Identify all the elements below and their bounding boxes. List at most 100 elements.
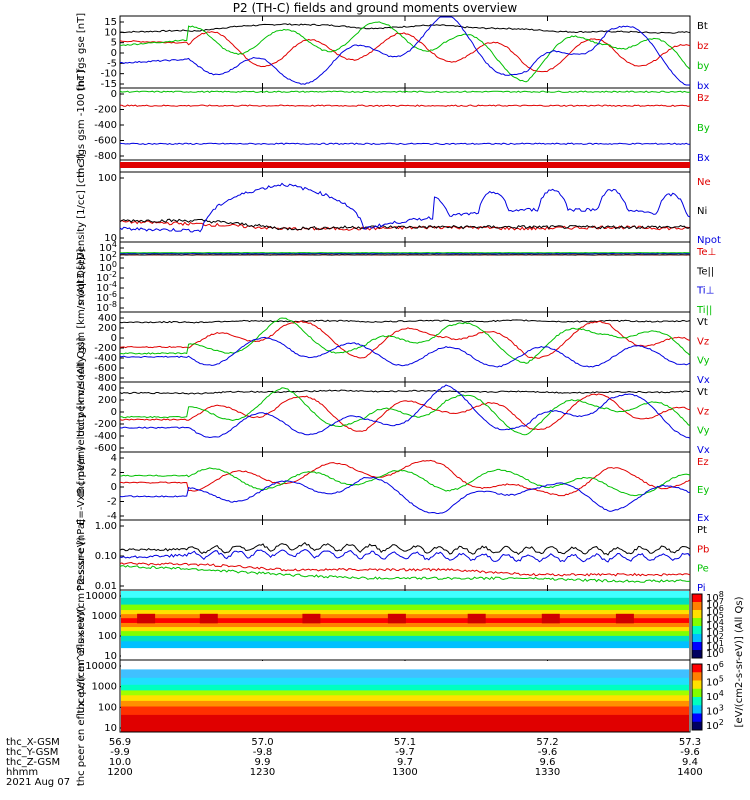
series-line-Pt <box>119 542 691 556</box>
y-tick-label: 400 <box>98 313 117 324</box>
y-axis-label: thc peer velocity [km/s (All Qs)] <box>76 338 87 497</box>
chart-title: P2 (TH-C) fields and ground moments over… <box>232 1 518 15</box>
legend-Vx: Vx <box>697 445 710 456</box>
y-axis-label: thc fgs gse [nT] <box>76 13 87 91</box>
y-tick-label: 10 <box>104 651 117 662</box>
time-axis-row-label: hhmm <box>6 767 38 778</box>
colorbar-tick-label: 101 <box>706 639 724 653</box>
legend-By: By <box>697 123 710 134</box>
series-line-Bt <box>119 23 691 34</box>
y-tick-label: 10-4 <box>96 280 117 294</box>
time-axis-row-label: thc_Y-GSM <box>6 747 58 758</box>
y-tick-label: -600 <box>94 443 117 454</box>
spectrogram-burst <box>387 613 406 624</box>
y-axis-label: Density [1/cc] [cm-3] <box>76 154 87 260</box>
legend-Vx: Vx <box>697 375 710 386</box>
y-tick-label: 0 <box>111 333 117 344</box>
legend-Ey: Ey <box>697 485 709 496</box>
y-tick-label: -800 <box>94 373 117 384</box>
colorbar-segment <box>692 680 702 690</box>
legend-Vz: Vz <box>697 336 709 347</box>
y-tick-label: -400 <box>94 120 117 131</box>
colorbar-tick-label: 104 <box>706 689 724 703</box>
spectrogram-band <box>121 597 689 606</box>
y-tick-label: 5 <box>111 38 117 49</box>
legend-Vt: Vt <box>697 317 708 328</box>
time-axis-value: 1300 <box>392 767 417 778</box>
y-tick-label: -600 <box>94 136 117 147</box>
series-line-Pi <box>119 548 691 563</box>
y-tick-label: 1000 <box>92 682 117 693</box>
time-axis-row-label: thc_Z-GSM <box>6 757 60 768</box>
panel-frame <box>119 171 691 243</box>
y-tick-label: 100 <box>98 631 117 642</box>
y-tick-label: -5 <box>107 58 117 69</box>
red-status-bar <box>120 162 690 168</box>
series-line-Ex <box>119 476 691 515</box>
colorbar-segment <box>692 594 702 603</box>
y-tick-label: -4 <box>107 511 117 522</box>
time-axis-value: 56.9 <box>109 737 131 748</box>
colorbar-segment <box>692 664 702 673</box>
spectrogram-band <box>121 591 689 599</box>
y-tick-label: 10-6 <box>96 290 117 304</box>
y-tick-label: 400 <box>98 383 117 394</box>
legend-Te||: Te|| <box>696 266 714 277</box>
legend-Te⊥: Te⊥ <box>696 247 716 258</box>
y-tick-label: 0 <box>111 89 117 100</box>
y-tick-label: -2 <box>107 497 117 508</box>
y-tick-label: 104 <box>99 240 117 254</box>
y-tick-label: -15 <box>101 79 117 90</box>
spectrogram-band <box>121 635 689 642</box>
legend-Bt: Bt <box>697 21 708 32</box>
time-axis-value: 57.3 <box>679 737 701 748</box>
spectrogram-band <box>121 604 689 611</box>
colorbar-tick-label: 102 <box>706 718 724 732</box>
y-tick-label: 200 <box>98 395 117 406</box>
y-tick-label: 10 <box>104 233 117 244</box>
y-axis-label: thc fgs gsm -100 [nT] <box>76 70 87 178</box>
time-axis-value: 1330 <box>535 767 560 778</box>
series-line-Vt <box>119 389 690 395</box>
y-tick-label: 200 <box>98 323 117 334</box>
legend-Npot: Npot <box>697 235 721 246</box>
spectrogram-band <box>121 695 689 702</box>
series-line-Vx <box>119 336 691 368</box>
y-tick-label: 1000 <box>92 611 117 622</box>
spectrogram-band <box>121 622 689 628</box>
series-line-bz <box>119 31 691 73</box>
y-tick-label: 2 <box>111 468 117 479</box>
colorbar-segment <box>692 650 702 659</box>
time-axis-value: 9.7 <box>397 757 413 768</box>
spectrogram-burst <box>137 613 156 624</box>
y-tick-label: -10 <box>101 69 117 80</box>
series-line-bx <box>120 16 690 86</box>
legend-Ti||: Ti|| <box>696 305 712 316</box>
y-tick-label: 0.01 <box>95 581 117 592</box>
legend-Pi: Pi <box>697 583 706 594</box>
colorbar-tick-label: 102 <box>706 632 724 646</box>
legend-Vt: Vt <box>697 387 708 398</box>
spectrogram-band <box>121 677 689 686</box>
y-axis-label: thc peir en eflux eV/(cm^2-s-sr-eV) <box>76 536 87 713</box>
colorbar-tick-label: 107 <box>706 597 724 611</box>
colorbar-segment <box>692 626 702 635</box>
colorbar-tick-label: 104 <box>706 618 724 632</box>
spectrogram-band <box>121 641 689 649</box>
time-axis-value: 1200 <box>107 767 132 778</box>
time-axis-value: 1400 <box>677 767 702 778</box>
colorbar-tick-label: 108 <box>706 590 724 604</box>
colorbar-tick-label: 105 <box>706 611 724 625</box>
y-tick-label: 0 <box>111 48 117 59</box>
colorbar-segment <box>692 713 702 723</box>
series-line-Ez <box>119 459 691 497</box>
y-tick-label: 10-8 <box>96 300 117 314</box>
time-axis-value: -9.6 <box>538 747 558 758</box>
y-tick-label: -200 <box>94 105 117 116</box>
y-axis-label: thc peir velocity gsm [km/s (All Qs)] <box>76 257 87 437</box>
panel-frame <box>119 87 691 161</box>
colorbar-tick-label: 100 <box>706 646 724 660</box>
colorbar-segment <box>692 618 702 627</box>
series-line-Bx <box>119 142 690 146</box>
